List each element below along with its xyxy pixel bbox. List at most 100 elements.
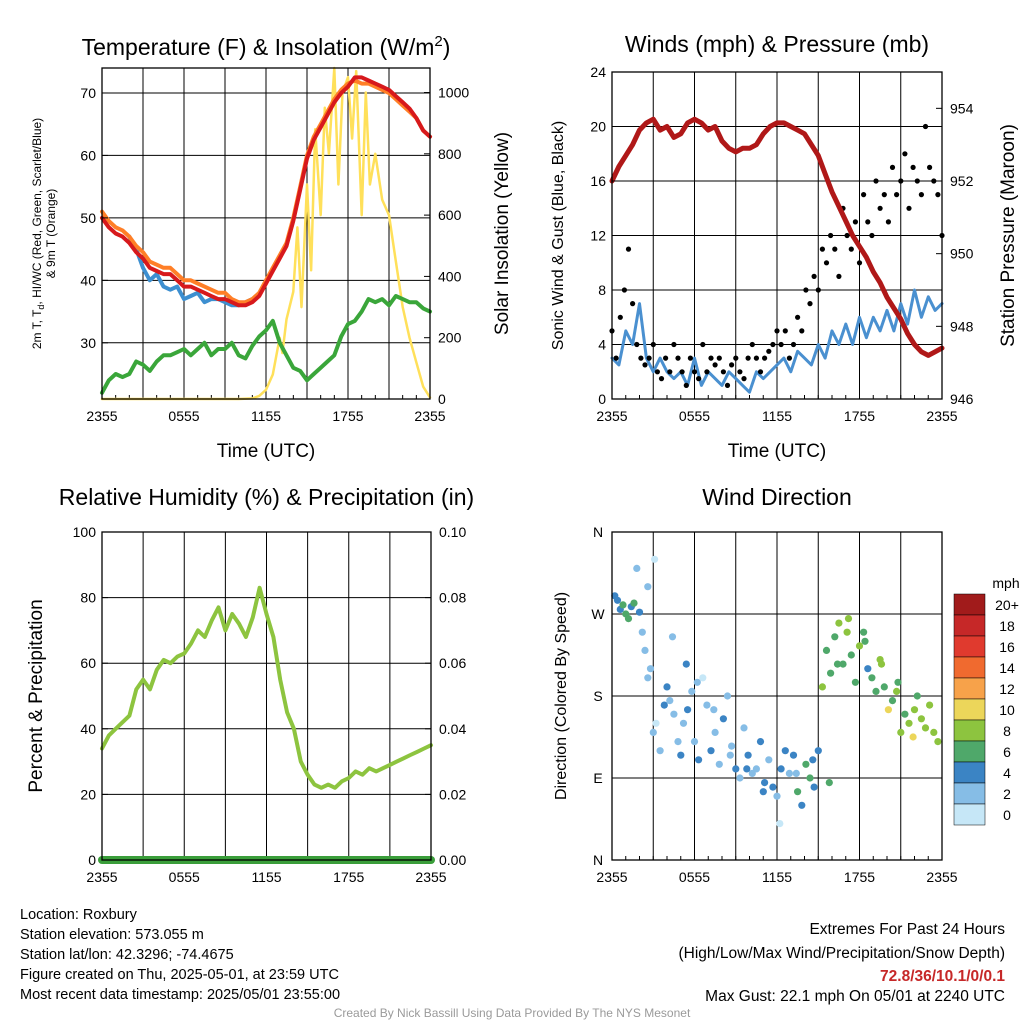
x-tick-label: 2355 <box>596 869 627 885</box>
gust-point <box>687 355 694 361</box>
gust-point <box>803 287 809 293</box>
direction-point <box>855 642 864 650</box>
direction-point <box>644 583 652 591</box>
direction-point <box>736 774 744 782</box>
x-axis-label: Time (UTC) <box>217 441 316 462</box>
direction-point <box>792 769 800 778</box>
direction-point <box>684 706 692 714</box>
extremes-block: Extremes For Past 24 Hours (High/Low/Max… <box>679 918 1006 1006</box>
x-tick-label: 2355 <box>86 408 117 424</box>
gust-point <box>885 219 892 225</box>
temp-2m-line <box>100 75 432 308</box>
y-tick-label: N <box>593 852 603 868</box>
colorbar-unit: mph <box>992 575 1019 591</box>
colorbar-label: 10 <box>999 702 1015 718</box>
gust-point <box>935 192 941 198</box>
direction-point <box>630 599 638 607</box>
extremes-subtitle: (High/Low/Max Wind/Precipitation/Snow De… <box>678 945 1006 962</box>
extremes-title: Extremes For Past 24 Hours <box>809 921 1005 938</box>
direction-point <box>613 596 622 604</box>
wind-speed-line <box>610 288 944 394</box>
direction-point <box>695 756 703 764</box>
gust-point <box>720 369 727 375</box>
x-tick-label: 1155 <box>251 869 281 885</box>
x-tick-label: 2355 <box>926 869 957 885</box>
gust-point <box>881 192 887 198</box>
x-tick-label: 2355 <box>86 869 117 885</box>
gust-point <box>811 273 817 279</box>
temperature-panel: 2355 0555 1155 1755 2355 30 40 50 60 70 0 200 400 600… <box>30 33 513 462</box>
y-tick-label: 60 <box>80 655 96 671</box>
gust-point <box>869 232 875 239</box>
y2-tick-label: 0.00 <box>439 852 466 868</box>
gust-point <box>638 355 644 361</box>
y2-tick-label: 952 <box>950 173 974 189</box>
direction-point <box>809 756 817 764</box>
gust-point <box>877 205 883 211</box>
gust-point <box>861 192 867 198</box>
y-tick-label: S <box>593 688 602 704</box>
direction-point <box>806 774 814 782</box>
direction-point <box>719 715 728 723</box>
gust-point <box>848 246 854 252</box>
direction-point <box>769 783 777 791</box>
x-tick-label: 1755 <box>332 408 363 424</box>
y-tick-label: 40 <box>80 721 96 737</box>
gust-point <box>910 164 916 170</box>
y2-tick-label: 400 <box>438 268 462 284</box>
x-tick-label: 0555 <box>169 869 200 885</box>
direction-point <box>752 765 761 773</box>
colorbar-swatch <box>953 656 986 679</box>
direction-point <box>864 665 872 673</box>
gust-point <box>786 355 793 361</box>
direction-point <box>926 701 934 709</box>
direction-point <box>822 646 831 655</box>
y-tick-label: 0 <box>598 391 606 407</box>
x-tick-label: 1755 <box>333 869 364 885</box>
direction-point <box>688 687 696 696</box>
direction-point <box>789 751 798 759</box>
direction-point <box>710 706 718 714</box>
gust-point <box>823 260 830 266</box>
gust-point <box>679 369 685 375</box>
direction-point <box>690 738 699 746</box>
direction-point <box>888 697 897 705</box>
y2-tick-label: 954 <box>950 100 974 116</box>
y-tick-label: N <box>593 524 603 540</box>
direction-point <box>861 637 869 645</box>
direction-point <box>777 765 785 773</box>
direction-point <box>699 674 707 682</box>
station-info: Location: Roxbury Station elevation: 573… <box>20 905 340 1005</box>
colorbar-label: 6 <box>1003 744 1011 760</box>
x-tick-label: 1755 <box>844 408 875 424</box>
gust-point <box>745 355 751 361</box>
colorbar-label: 2 <box>1003 786 1011 802</box>
y-tick-label: 60 <box>80 147 96 163</box>
gust-point <box>733 355 739 361</box>
windchill-line <box>127 234 255 308</box>
direction-point <box>663 683 671 691</box>
y-axis-label: Percent & Precipitation <box>26 599 47 792</box>
y2-tick-label: 200 <box>438 330 462 346</box>
direction-point <box>910 706 919 714</box>
humidity-panel: 2355 0555 1155 1755 23550204060801000.000.02… <box>26 484 474 885</box>
direction-point <box>744 751 752 759</box>
gust-point <box>753 355 760 361</box>
colorbar-label: 20+ <box>995 597 1019 613</box>
chart-title: Relative Humidity (%) & Precipitation (i… <box>59 484 474 510</box>
extremes-values: 72.8/36/10.1/0/0.1 <box>880 968 1005 985</box>
gust-point <box>931 178 937 184</box>
colorbar-swatch <box>953 614 986 637</box>
plot-border <box>101 531 432 861</box>
direction-point <box>707 747 715 755</box>
x-tick-label: 1755 <box>844 869 875 885</box>
gust-point <box>658 376 665 382</box>
y-tick-label: 24 <box>590 64 606 80</box>
direction-point <box>884 706 893 714</box>
y-tick-label: W <box>591 606 605 622</box>
chart-title: Temperature (F) & Insolation (W/m2) <box>82 33 451 60</box>
y-tick-label: E <box>593 770 602 786</box>
y-tick-label: 16 <box>590 173 606 189</box>
gust-point <box>790 341 797 348</box>
direction-point <box>652 719 660 727</box>
